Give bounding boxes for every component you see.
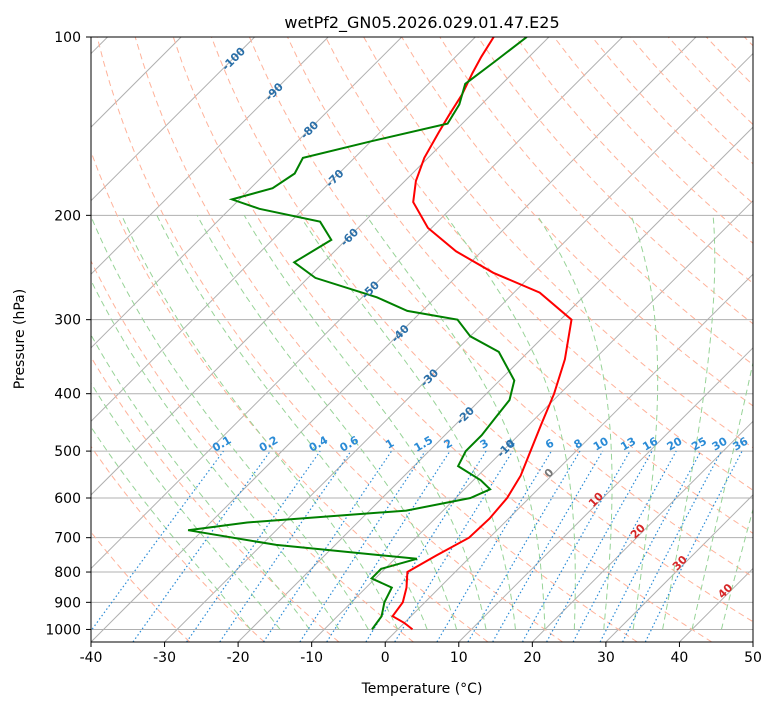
- dry-adiabat-line: [0, 37, 339, 642]
- isotherm-line: [0, 37, 255, 642]
- mixing-ratio-label: 6: [543, 436, 556, 451]
- isotherm-label: -30: [418, 366, 441, 389]
- y-tick-label: 300: [54, 313, 81, 329]
- isotherm-label: -90: [263, 80, 286, 103]
- isotherm-line: [165, 37, 770, 642]
- y-tick-label: 100: [54, 30, 81, 46]
- y-tick-label: 800: [54, 565, 81, 581]
- x-tick-label: -20: [227, 650, 250, 666]
- isotherm-label: -80: [298, 118, 321, 141]
- dry-adiabat-line: [706, 37, 775, 642]
- x-tick-label: -40: [80, 650, 103, 666]
- chart-title: wetPf2_GN05.2026.029.01.47.E25: [284, 13, 559, 33]
- mixing-ratio-line: [645, 451, 742, 642]
- dry-adiabat-line: [97, 37, 562, 642]
- isotherm-label: 20: [628, 521, 648, 541]
- background-lines: [0, 37, 775, 642]
- isotherm-label: -100: [219, 44, 248, 73]
- temperature-profile-line: [393, 37, 572, 629]
- moist-adiabat-line: [721, 215, 775, 629]
- x-tick-label: 30: [597, 650, 615, 666]
- y-tick-label: 200: [54, 208, 81, 224]
- x-tick-label: -30: [153, 650, 176, 666]
- y-tick-label: 1000: [45, 622, 81, 638]
- x-tick-label: 50: [744, 650, 762, 666]
- mixing-ratio-line: [600, 451, 701, 642]
- dry-adiabat-line: [0, 37, 190, 642]
- dry-adiabat-line: [516, 37, 775, 642]
- moist-adiabat-line: [300, 215, 516, 629]
- dry-adiabat-line: [21, 37, 414, 642]
- x-tick-label: 10: [450, 650, 468, 666]
- dry-adiabat-line: [478, 37, 775, 642]
- isotherm-label: -20: [454, 404, 477, 427]
- isotherm-line: [679, 37, 775, 642]
- dry-adiabat-line: [668, 37, 775, 642]
- x-tick-label: -10: [300, 650, 323, 666]
- mixing-ratio-line: [327, 451, 450, 642]
- isotherm-line: [753, 37, 775, 642]
- moist-adiabat-line: [244, 215, 486, 629]
- isotherm-label: -40: [389, 322, 412, 345]
- y-tick-label: 600: [54, 491, 81, 507]
- moist-adiabat-line: [663, 215, 715, 629]
- isotherm-label: -60: [338, 226, 361, 249]
- isotherm-label: 40: [715, 581, 735, 601]
- y-tick-label: 500: [54, 444, 81, 460]
- mixing-ratio-label: 2: [442, 437, 455, 452]
- dry-adiabat-line: [592, 37, 775, 642]
- x-tick-label: 40: [671, 650, 689, 666]
- y-tick-label: 400: [54, 387, 81, 403]
- mixing-ratio-label: 3: [478, 437, 491, 452]
- isotherm-label: -10: [494, 437, 517, 460]
- y-tick-label: 900: [54, 595, 81, 611]
- dry-adiabat-line: [0, 37, 264, 642]
- moist-adiabat-line: [197, 215, 456, 629]
- mixing-ratio-line: [300, 451, 425, 642]
- x-tick-label: 0: [381, 650, 390, 666]
- dry-adiabat-line: [135, 37, 637, 642]
- y-tick-label: 700: [54, 531, 81, 547]
- y-axis-label: Pressure (hPa): [12, 289, 28, 389]
- x-axis-label: Temperature (°C): [361, 681, 483, 697]
- isotherm-label: 10: [586, 490, 606, 510]
- isotherm-line: [459, 37, 775, 642]
- mixing-ratio-line: [83, 451, 224, 642]
- moist-adiabat-line: [692, 215, 775, 629]
- moist-adiabat-line: [63, 215, 339, 629]
- mixing-ratio-line: [573, 451, 676, 642]
- moist-adiabat-line: [0, 215, 251, 629]
- series-layer: [188, 37, 571, 629]
- isotherm-line: [312, 37, 775, 642]
- mixing-ratio-line: [547, 451, 652, 642]
- moist-adiabat-line: [631, 215, 658, 629]
- isotherm-label: -70: [323, 167, 346, 190]
- plot-frame: [91, 37, 753, 642]
- dry-adiabat-line: [744, 37, 775, 642]
- mixing-ratio-line: [366, 451, 486, 642]
- x-tick-label: 20: [523, 650, 541, 666]
